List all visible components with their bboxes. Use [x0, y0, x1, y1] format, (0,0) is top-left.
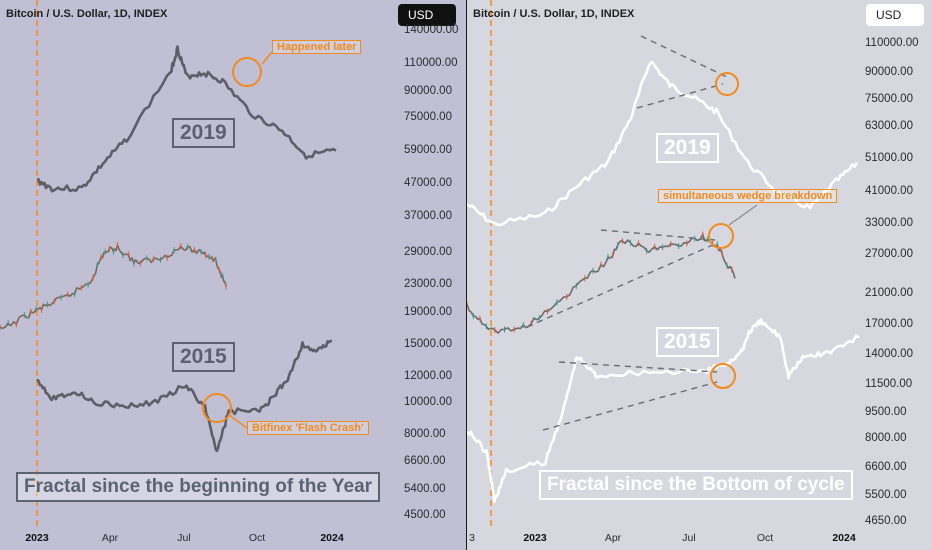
left-y-tick: 12000.00: [404, 370, 452, 382]
right-wedge-trendline[interactable]: [526, 243, 716, 328]
left-x-tick: Oct: [248, 532, 266, 544]
right-callout-wedge: simultaneous wedge breakdown: [658, 189, 838, 203]
right-y-tick: 4650.00: [865, 515, 907, 527]
right-time-axis[interactable]: 2023 Apr Jul Oct 2024: [467, 526, 932, 550]
left-label-2019: 2019: [172, 118, 235, 148]
right-y-tick: 9500.00: [865, 406, 907, 418]
right-label-2015: 2015: [656, 327, 719, 357]
left-y-tick: 59000.00: [404, 144, 452, 156]
left-y-tick: 23000.00: [404, 278, 452, 290]
right-y-tick: 33000.00: [865, 217, 913, 229]
left-x-tick: Apr: [101, 532, 119, 544]
left-y-tick: 90000.00: [404, 85, 452, 97]
right-y-tick: 5500.00: [865, 489, 907, 501]
right-y-tick: 63000.00: [865, 120, 913, 132]
left-chart-panel[interactable]: Bitcoin / U.S. Dollar, 1D, INDEX USD 140…: [0, 0, 466, 550]
right-x-tick: Apr: [604, 532, 622, 544]
right-symbol-title: Bitcoin / U.S. Dollar, 1D, INDEX: [473, 8, 635, 20]
right-y-tick: 8000.00: [865, 432, 907, 444]
left-callout-connector: [261, 51, 273, 65]
right-y-tick: 6600.00: [865, 461, 907, 473]
right-label-2019: 2019: [656, 133, 719, 163]
right-y-tick: 110000.00: [865, 37, 919, 49]
right-wedge-trendline[interactable]: [600, 229, 716, 241]
left-y-tick: 75000.00: [404, 111, 452, 123]
left-symbol-title: Bitcoin / U.S. Dollar, 1D, INDEX: [6, 8, 168, 20]
left-series-line-btc-2023[interactable]: [0, 244, 227, 330]
right-x-tick: 2024: [832, 532, 856, 544]
left-y-tick: 6600.00: [404, 455, 446, 467]
right-x-tick: 2023: [523, 532, 547, 544]
left-callout-flash-crash: Bitfinex 'Flash Crash': [247, 421, 369, 435]
left-time-axis[interactable]: 2023 Apr Jul Oct 2024: [0, 526, 466, 550]
right-highlight-circle[interactable]: [715, 72, 739, 96]
left-y-tick: 8000.00: [404, 428, 446, 440]
left-x-tick: Jul: [177, 532, 191, 544]
right-wedge-trendline[interactable]: [640, 35, 730, 79]
right-y-tick: 14000.00: [865, 348, 913, 360]
left-y-tick: 19000.00: [404, 306, 452, 318]
panel-divider: [466, 0, 467, 550]
right-x-edge-label: 3: [469, 532, 475, 544]
left-y-tick: 4500.00: [404, 509, 446, 521]
left-highlight-circle[interactable]: [232, 57, 262, 87]
left-x-tick: 2023: [25, 532, 49, 544]
right-y-tick: 41000.00: [865, 185, 913, 197]
right-x-tick: Oct: [756, 532, 774, 544]
right-price-axis[interactable]: 110000.00 90000.00 75000.00 63000.00 51000.0…: [861, 0, 931, 530]
left-series-line-2015[interactable]: [36, 339, 332, 453]
left-footer-label: Fractal since the beginning of the Year: [16, 472, 381, 502]
left-y-tick: 10000.00: [404, 396, 452, 408]
left-y-tick: 47000.00: [404, 177, 452, 189]
right-currency-button[interactable]: USD: [866, 4, 924, 26]
left-callout-happened-later: Happened later: [272, 40, 362, 54]
left-plot-svg[interactable]: [0, 0, 466, 550]
right-y-tick: 27000.00: [865, 248, 913, 260]
right-highlight-circle[interactable]: [710, 363, 736, 389]
left-y-tick: 15000.00: [404, 338, 452, 350]
right-chart-panel[interactable]: Bitcoin / U.S. Dollar, 1D, INDEX USD 110…: [467, 0, 932, 550]
right-callout-connector: [728, 204, 758, 226]
right-wedge-trendline[interactable]: [636, 83, 724, 109]
left-highlight-circle[interactable]: [202, 393, 232, 423]
right-y-tick: 51000.00: [865, 152, 913, 164]
left-y-tick: 140000.00: [404, 24, 459, 36]
right-x-tick: Jul: [682, 532, 696, 544]
right-series-line-2015[interactable]: [467, 317, 860, 503]
right-footer-label: Fractal since the Bottom of cycle: [539, 470, 853, 500]
right-wedge-trendline[interactable]: [542, 381, 718, 431]
left-y-tick: 37000.00: [404, 210, 452, 222]
right-series-line-btc-2023[interactable]: [467, 233, 736, 334]
left-x-tick: 2024: [320, 532, 344, 544]
left-series-line-2019[interactable]: [36, 45, 337, 193]
left-y-tick: 29000.00: [404, 246, 452, 258]
left-currency-button[interactable]: USD: [398, 4, 456, 26]
left-y-tick: 5400.00: [404, 483, 446, 495]
right-highlight-circle[interactable]: [708, 223, 734, 249]
right-y-tick: 75000.00: [865, 93, 913, 105]
right-plot-svg[interactable]: [467, 0, 932, 550]
right-series-line-2019[interactable]: [467, 60, 859, 227]
right-wedge-trendline[interactable]: [558, 361, 718, 373]
left-callout-connector: [228, 414, 248, 429]
left-label-2015: 2015: [172, 342, 235, 372]
left-y-tick: 110000.00: [404, 57, 458, 69]
right-y-tick: 17000.00: [865, 318, 913, 330]
left-price-axis[interactable]: 140000.00 110000.00 90000.00 75000.00 59000.…: [400, 0, 466, 530]
right-y-tick: 21000.00: [865, 287, 913, 299]
right-y-tick: 11500.00: [865, 378, 913, 390]
right-y-tick: 90000.00: [865, 66, 913, 78]
